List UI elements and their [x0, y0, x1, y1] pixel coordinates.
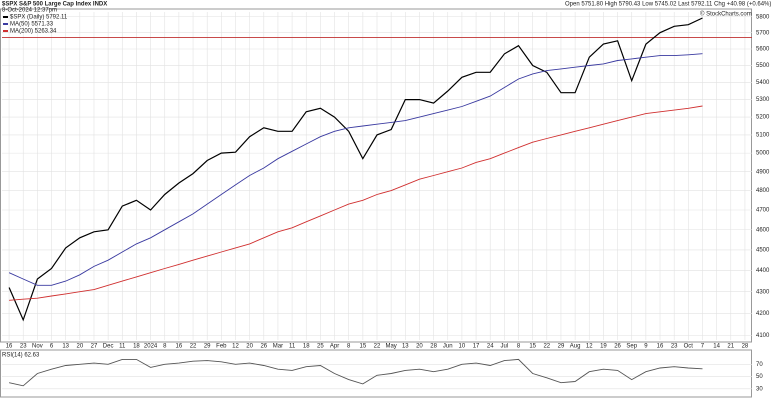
x-tick-label: 16 [6, 344, 13, 350]
x-tick-label: 12 [232, 344, 239, 350]
x-tick-label: 21 [727, 344, 734, 350]
x-tick-label: 23 [671, 344, 678, 350]
y-tick-label: 5500 [756, 63, 770, 69]
x-tick-label: 8 [347, 344, 351, 350]
y-tick-label: 4900 [756, 169, 770, 175]
x-tick-label: 8 [517, 344, 521, 350]
x-tick-label: 20 [246, 344, 253, 350]
legend-swatch [3, 23, 8, 25]
source: © StockCharts.com [700, 11, 752, 18]
legend-label: MA(200) 5263.34 [10, 29, 57, 35]
x-tick-label: 20 [416, 344, 423, 350]
y-tick-label: 4600 [756, 227, 770, 233]
x-tick-label: 15 [360, 344, 367, 350]
y-tick-label: 5000 [756, 151, 770, 157]
y-tick-label: 4700 [756, 208, 770, 214]
header-date: 8-Oct-2024 12:37pm [2, 8, 57, 14]
x-tick-label: May [385, 344, 396, 350]
x-tick-label: 2024 [144, 344, 158, 350]
x-tick-label: 14 [713, 344, 720, 350]
y-tick-label: 4100 [756, 333, 770, 339]
legend-label: $SPX (Daily) 5792.11 [10, 15, 68, 21]
x-tick-label: 22 [374, 344, 381, 350]
y-tick-label: 30 [756, 386, 763, 392]
x-tick-label: 16 [657, 344, 664, 350]
x-tick-label: 13 [62, 344, 69, 350]
y-tick-label: 5700 [756, 30, 770, 36]
x-tick-label: 20 [76, 344, 83, 350]
x-tick-label: Aug [570, 344, 581, 350]
x-tick-label: 16 [176, 344, 183, 350]
legend-label: MA(50) 5571.33 [10, 22, 54, 28]
y-tick-label: 5300 [756, 97, 770, 103]
x-tick-label: 19 [600, 344, 607, 350]
y-tick-label: 5800 [756, 14, 770, 20]
x-tick-label: 11 [289, 344, 296, 350]
series-line [9, 358, 703, 387]
x-tick-label: 29 [204, 344, 211, 350]
rsi-title: RSI(14) 62.63 [2, 353, 40, 359]
x-tick-label: 10 [459, 344, 466, 350]
y-tick-label: 5200 [756, 115, 770, 121]
y-tick-label: 50 [756, 374, 763, 380]
x-tick-label: 8 [163, 344, 167, 350]
x-tick-label: 25 [317, 344, 324, 350]
x-tick-label: Sep [626, 344, 637, 350]
series-line [8, 53, 703, 286]
x-tick-label: 28 [742, 344, 749, 350]
price-panel [0, 8, 752, 343]
x-tick-label: 23 [20, 344, 27, 350]
x-tick-label: 15 [529, 344, 536, 350]
x-tick-label: 18 [303, 344, 310, 350]
x-tick-label: Jun [443, 344, 453, 350]
x-tick-label: 24 [487, 344, 494, 350]
x-tick-label: 27 [91, 344, 98, 350]
x-tick-label: 22 [543, 344, 550, 350]
series-line [9, 105, 703, 301]
y-tick-label: 4500 [756, 248, 770, 254]
x-tick-label: Mar [273, 344, 283, 350]
y-tick-label: 5100 [756, 133, 770, 139]
quote: Open 5751.80 High 5790.43 Low 5745.02 La… [565, 2, 771, 8]
x-tick-label: 11 [119, 344, 126, 350]
x-tick-label: Feb [216, 344, 227, 350]
y-tick-label: 4200 [756, 311, 770, 317]
rsi-panel [0, 349, 752, 398]
y-tick-label: 4800 [756, 188, 770, 194]
x-tick-label: 26 [614, 344, 621, 350]
x-tick-label: 12 [586, 344, 593, 350]
series-line [8, 17, 703, 322]
y-tick-label: 5400 [756, 80, 770, 86]
x-tick-label: 6 [50, 344, 54, 350]
x-tick-label: 9 [644, 344, 648, 350]
x-tick-label: 22 [190, 344, 197, 350]
x-tick-label: 28 [430, 344, 437, 350]
legend-swatch [3, 30, 8, 32]
y-tick-label: 4300 [756, 289, 770, 295]
x-tick-label: 29 [558, 344, 565, 350]
x-tick-label: Oct [684, 344, 694, 350]
x-tick-label: 17 [473, 344, 480, 350]
x-tick-label: 7 [701, 344, 705, 350]
x-tick-label: Dec [103, 344, 114, 350]
x-tick-label: Jul [501, 344, 509, 350]
legend-swatch [3, 16, 8, 18]
header-title: $SPX S&P 500 Large Cap Index INDX [2, 2, 107, 8]
y-tick-label: 70 [756, 362, 763, 368]
x-tick-label: 26 [260, 344, 267, 350]
x-tick-label: Nov [32, 344, 43, 350]
y-tick-label: 5600 [756, 47, 770, 53]
x-tick-label: 18 [133, 344, 140, 350]
x-tick-label: 13 [402, 344, 409, 350]
x-tick-label: Apr [330, 344, 339, 350]
y-tick-label: 4400 [756, 268, 770, 274]
